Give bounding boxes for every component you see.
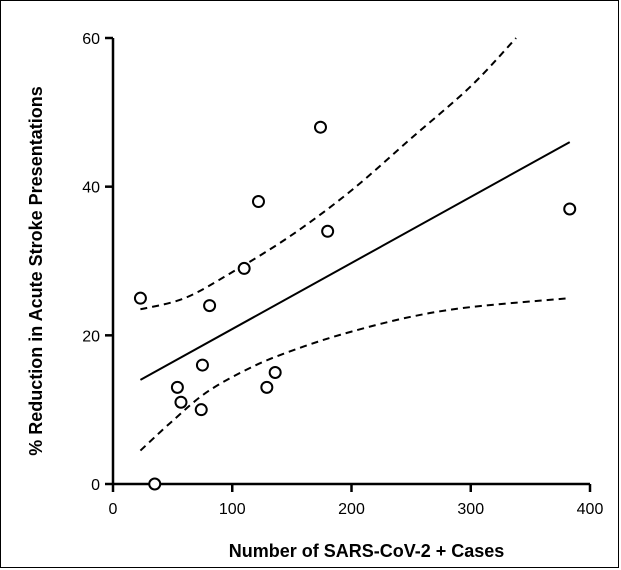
x-tick-label: 0 xyxy=(109,501,118,518)
data-point xyxy=(133,291,147,305)
regression-line xyxy=(139,141,571,381)
x-tick-label: 400 xyxy=(577,501,604,518)
x-axis-ticks: 0 100 200 300 400 xyxy=(109,484,604,518)
data-point xyxy=(251,195,265,209)
confidence-band-lower xyxy=(139,297,570,452)
data-point xyxy=(268,366,282,379)
data-points xyxy=(133,120,577,491)
data-point xyxy=(321,224,335,238)
data-point xyxy=(260,380,274,394)
y-tick-label: 60 xyxy=(82,31,100,48)
data-point xyxy=(313,120,327,134)
data-point xyxy=(237,261,251,275)
y-axis-title: % Reduction in Acute Stroke Presentation… xyxy=(26,86,46,455)
x-axis-title: Number of SARS-CoV-2 + Cases xyxy=(229,541,505,561)
y-tick-label: 20 xyxy=(82,328,100,345)
data-point xyxy=(195,358,209,372)
data-point xyxy=(203,299,217,313)
y-axis-ticks: 0 20 40 60 xyxy=(82,31,113,494)
x-tick-label: 200 xyxy=(338,501,365,518)
y-tick-label: 40 xyxy=(82,180,100,197)
data-point xyxy=(174,395,188,409)
data-point xyxy=(194,403,208,417)
data-point xyxy=(148,477,162,491)
confidence-band-upper xyxy=(140,37,517,311)
axes xyxy=(111,38,590,486)
x-tick-label: 100 xyxy=(219,501,246,518)
y-tick-label: 0 xyxy=(91,477,100,494)
x-tick-label: 300 xyxy=(457,501,484,518)
data-point xyxy=(563,202,577,216)
data-point xyxy=(170,380,184,394)
